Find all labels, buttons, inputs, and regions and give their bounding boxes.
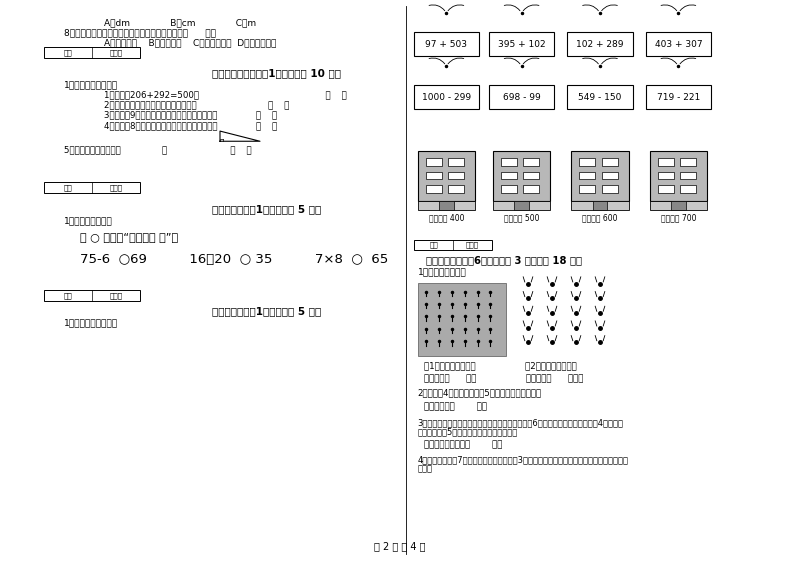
Text: 得数大约 700: 得数大约 700 (661, 214, 696, 223)
Text: 得分: 得分 (430, 241, 438, 248)
Text: 评卷人: 评卷人 (110, 50, 122, 56)
Text: 698 - 99: 698 - 99 (502, 93, 541, 102)
Bar (571, 151, 629, 201)
Bar (418, 201, 475, 210)
Text: 1．我会判断大小。: 1．我会判断大小。 (64, 216, 113, 225)
Bar (414, 32, 479, 56)
Bar (650, 151, 707, 201)
Text: A．二三得六    B．四三十二    C．八九七十二  D．七七四十九: A．二三得六 B．四三十二 C．八九七十二 D．七七四十九 (104, 38, 276, 47)
Bar (602, 185, 618, 193)
Bar (593, 201, 607, 210)
Text: 3．小华和爸爸、妈妈比赛做计算。小华一分钟算对6道计算题，爸爸的是小华的4倍，妈妈: 3．小华和爸爸、妈妈比赛做计算。小华一分钟算对6道计算题，爸爸的是小华的4倍，妈… (418, 418, 624, 427)
Bar (658, 185, 674, 193)
Text: 得分: 得分 (64, 292, 72, 298)
Text: 2．小东买4支圆珠笔，每敱5元。一共用了多少錢？: 2．小东买4支圆珠笔，每敱5元。一共用了多少錢？ (418, 389, 542, 398)
Text: 得数接近 400: 得数接近 400 (429, 214, 464, 223)
Text: 719 - 221: 719 - 221 (657, 93, 700, 102)
Bar (567, 85, 633, 109)
Text: 549 - 150: 549 - 150 (578, 93, 622, 102)
Text: 5．右图中一共有三个角               。                       （    ）: 5．右图中一共有三个角 。 （ ） (64, 146, 252, 155)
Bar (426, 185, 442, 193)
Text: 事书？: 事书？ (418, 464, 433, 473)
Bar (523, 172, 539, 179)
Bar (658, 172, 674, 179)
Text: 评卷人: 评卷人 (110, 185, 122, 191)
Text: 七、连一连（共1大题，共计 5 分）: 七、连一连（共1大题，共计 5 分） (212, 306, 322, 316)
Text: 395 + 102: 395 + 102 (498, 40, 546, 49)
Bar (493, 201, 550, 210)
Bar (680, 172, 696, 179)
Text: 在 ○ 里填上“＞、＜或 ＝”。: 在 ○ 里填上“＞、＜或 ＝”。 (80, 232, 178, 242)
Text: 答：一共用了        元。: 答：一共用了 元。 (424, 402, 487, 411)
Bar (602, 158, 618, 166)
Text: 102 + 289: 102 + 289 (576, 40, 624, 49)
Bar (489, 85, 554, 109)
Bar (439, 201, 454, 210)
Text: 得数大约 500: 得数大约 500 (504, 214, 539, 223)
Bar (602, 172, 618, 179)
Bar (567, 32, 633, 56)
Text: 第 2 页 共 4 页: 第 2 页 共 4 页 (374, 541, 426, 551)
Text: 8．下列口决中，只能用来计算一个乘法算式的是（      ）。: 8．下列口决中，只能用来计算一个乘法算式的是（ ）。 (64, 28, 216, 37)
Text: 答：一共有      人。                  答：一共有      只兔。: 答：一共有 人。 答：一共有 只兔。 (424, 374, 583, 383)
Text: 1．估一估，连一连。: 1．估一估，连一连。 (64, 318, 118, 327)
Text: 得分: 得分 (64, 185, 72, 191)
Bar (579, 172, 595, 179)
Text: 75-6  ○69          16＋20  ○ 35          7×8  ○  65: 75-6 ○69 16＋20 ○ 35 7×8 ○ 65 (80, 253, 388, 266)
Text: （1）一共有多少人？                  （2）一共有几只兔？: （1）一共有多少人？ （2）一共有几只兔？ (424, 362, 577, 371)
Text: 1．估算：206+292=500。                                              （    ）: 1．估算：206+292=500。 （ ） (104, 90, 346, 99)
Bar (658, 158, 674, 166)
Text: 评卷人: 评卷人 (110, 292, 122, 298)
Bar (680, 158, 696, 166)
Text: 3．钟面上9时整，时针和分针所成的角是直角。              （    ）: 3．钟面上9时整，时针和分针所成的角是直角。 （ ） (104, 111, 277, 120)
Bar (571, 201, 629, 210)
Bar (501, 185, 517, 193)
Text: 4．钟面上8时整，时针和分针所成的角是锐角。              （    ）: 4．钟面上8时整，时针和分针所成的角是锐角。 （ ） (104, 121, 278, 130)
Bar (680, 185, 696, 193)
Bar (650, 201, 707, 210)
Bar (44, 47, 140, 58)
Text: 得分: 得分 (64, 50, 72, 56)
Bar (44, 182, 140, 193)
Text: 答：妈妈一分钟做对        道。: 答：妈妈一分钟做对 道。 (424, 441, 502, 450)
Bar (448, 158, 464, 166)
Text: 八、解决问题（共6小题，每题 3 分，共计 18 分）: 八、解决问题（共6小题，每题 3 分，共计 18 分） (426, 255, 582, 266)
Bar (418, 282, 506, 356)
Text: 1．我是公正小法官。: 1．我是公正小法官。 (64, 80, 118, 89)
Bar (448, 185, 464, 193)
Bar (523, 158, 539, 166)
Text: 2．一张长方一形纸的四个角都是直角。                          （    ）: 2．一张长方一形纸的四个角都是直角。 （ ） (104, 101, 290, 110)
Text: 403 + 307: 403 + 307 (654, 40, 702, 49)
Text: 六、比一比（共1大题，共计 5 分）: 六、比一比（共1大题，共计 5 分） (212, 205, 322, 215)
Bar (646, 85, 711, 109)
Text: A．dm              B．cm              C．m: A．dm B．cm C．m (104, 18, 256, 27)
Bar (514, 201, 529, 210)
Bar (414, 240, 492, 250)
Bar (579, 185, 595, 193)
Text: 4．小明有故事曷7本，小丽的故事书是他的3倍，小丽有多少本故事书？他们一共有多少本故: 4．小明有故事曷7本，小丽的故事书是他的3倍，小丽有多少本故事书？他们一共有多少… (418, 455, 629, 464)
Bar (671, 201, 686, 210)
Bar (501, 158, 517, 166)
Bar (646, 32, 711, 56)
Text: 1000 - 299: 1000 - 299 (422, 93, 471, 102)
Bar (426, 172, 442, 179)
Text: 97 + 503: 97 + 503 (426, 40, 467, 49)
Bar (414, 85, 479, 109)
Bar (501, 172, 517, 179)
Text: 五、判断对与错（共1大题，共计 10 分）: 五、判断对与错（共1大题，共计 10 分） (212, 68, 341, 78)
Bar (493, 151, 550, 201)
Bar (418, 151, 475, 201)
Bar (579, 158, 595, 166)
Bar (489, 32, 554, 56)
Text: 得数接近 600: 得数接近 600 (582, 214, 618, 223)
Bar (44, 290, 140, 301)
Bar (523, 185, 539, 193)
Text: 比爸爸少做对5道。妈妈一分钟做对多少道？: 比爸爸少做对5道。妈妈一分钟做对多少道？ (418, 427, 518, 436)
Text: 评卷人: 评卷人 (466, 241, 479, 248)
Bar (426, 158, 442, 166)
Text: 1．看图列式计算。: 1．看图列式计算。 (418, 267, 466, 276)
Bar (448, 172, 464, 179)
